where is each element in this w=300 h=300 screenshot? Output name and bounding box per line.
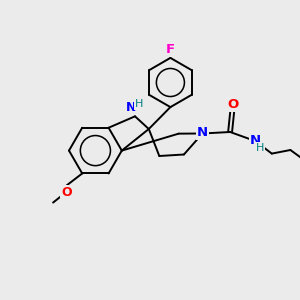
Text: O: O [227, 98, 238, 111]
Text: N: N [197, 125, 208, 139]
Text: H: H [135, 99, 144, 109]
Text: O: O [61, 186, 72, 199]
Text: F: F [166, 43, 175, 56]
Text: N: N [126, 101, 136, 114]
Text: H: H [256, 143, 264, 153]
Text: N: N [250, 134, 261, 148]
